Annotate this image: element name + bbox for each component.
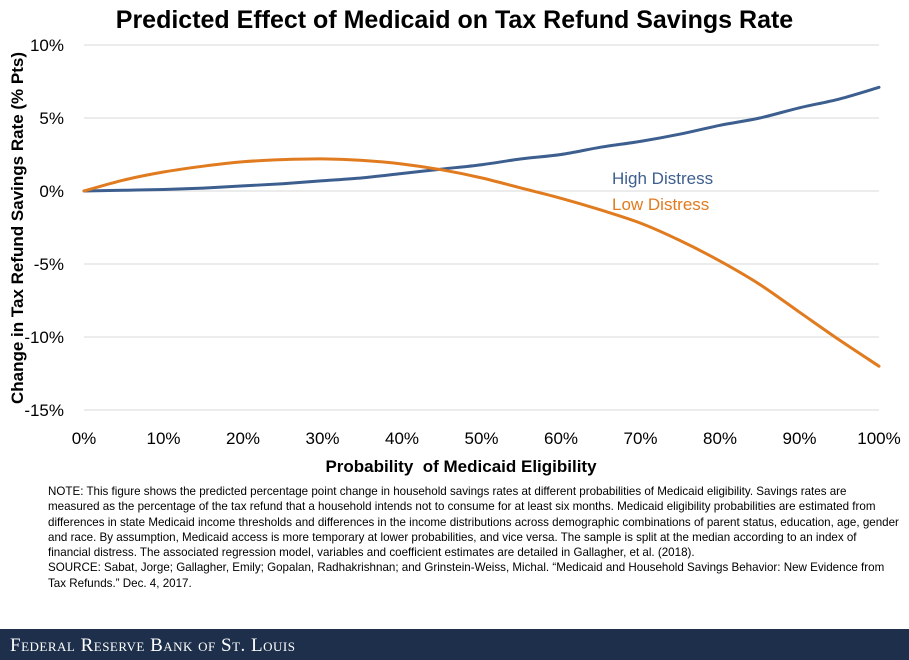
footer-bar: Federal Reserve Bank of St. Louis [0, 629, 909, 660]
x-tick-label: 40% [385, 429, 419, 448]
x-tick-label: 100% [857, 429, 900, 448]
x-tick-label: 10% [146, 429, 180, 448]
x-tick-label: 50% [464, 429, 498, 448]
series-line-high-distress [82, 85, 881, 193]
series-label-low-distress: Low Distress [612, 195, 709, 214]
gridlines [84, 44, 879, 411]
line-chart: 10% 5% 0% -5% -10% -15% 0% 10% 20% 30% 40% 50% 60% 7… [8, 36, 901, 476]
y-tick-label: -10% [24, 328, 64, 347]
series-label-high-distress: High Distress [612, 169, 713, 188]
y-tick-labels: 10% 5% 0% -5% -10% -15% [24, 36, 64, 420]
y-tick-label: 10% [30, 36, 64, 55]
y-axis-title: Change in Tax Refund Savings Rate (% Pts… [8, 52, 27, 404]
x-axis-title: Probability of Medicaid Eligibility [325, 457, 597, 476]
x-tick-label: 20% [226, 429, 260, 448]
y-tick-label: -15% [24, 401, 64, 420]
y-tick-label: -5% [34, 255, 64, 274]
y-tick-label: 0% [39, 182, 64, 201]
x-tick-label: 0% [72, 429, 97, 448]
x-tick-label: 60% [544, 429, 578, 448]
chart-note: NOTE: This figure shows the predicted pe… [48, 484, 900, 591]
chart-title: Predicted Effect of Medicaid on Tax Refu… [115, 6, 794, 34]
x-tick-label: 70% [623, 429, 657, 448]
x-tick-labels: 0% 10% 20% 30% 40% 50% 60% 70% 80% 90% 100% [72, 429, 901, 448]
x-tick-label: 30% [305, 429, 339, 448]
series-lines [82, 85, 881, 368]
series-labels: High Distress Low Distress [612, 169, 713, 214]
footer-brand: Federal Reserve Bank of St. Louis [10, 635, 296, 656]
note-text: NOTE: This figure shows the predicted pe… [48, 485, 899, 560]
series-line-low-distress [82, 157, 881, 368]
y-tick-label: 5% [39, 109, 64, 128]
x-tick-label: 80% [703, 429, 737, 448]
x-tick-label: 90% [782, 429, 816, 448]
source-text: SOURCE: Sabat, Jorge; Gallagher, Emily; … [48, 561, 885, 590]
